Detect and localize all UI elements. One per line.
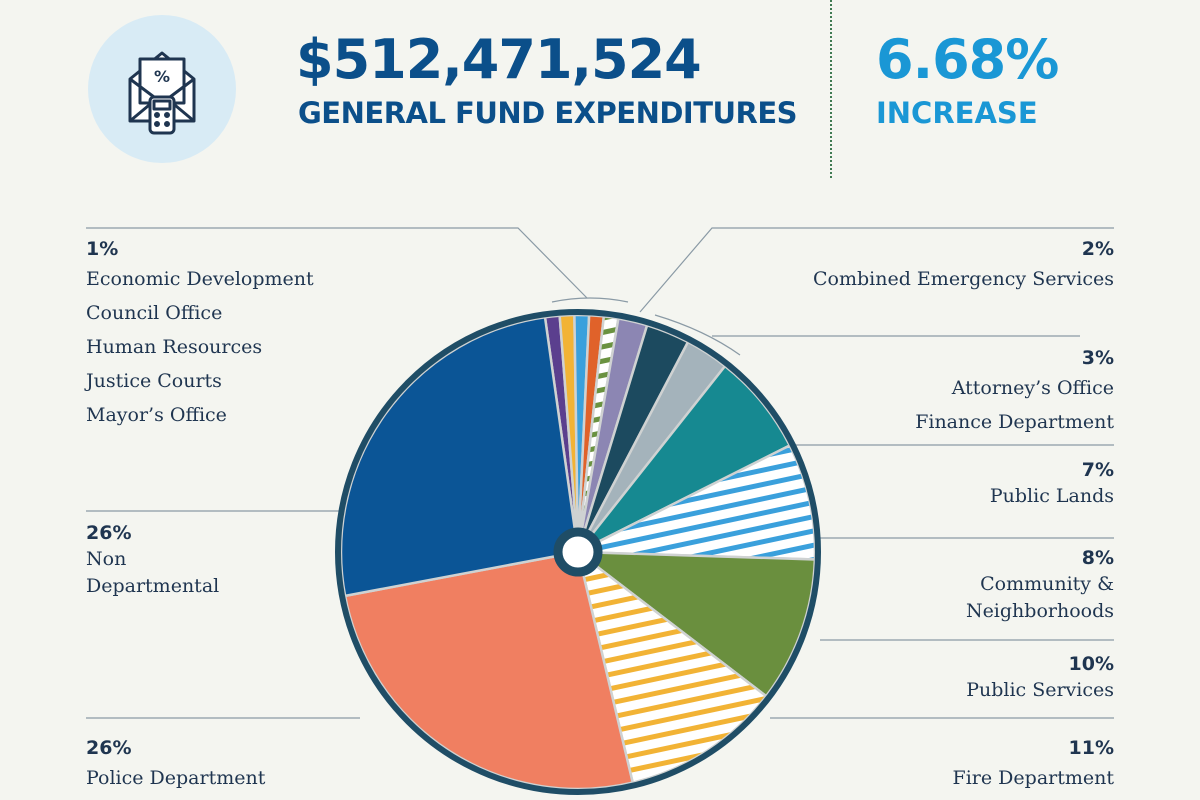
label-name: Police Department [86,767,266,789]
label-pct: 7% [1081,459,1114,481]
label-name: Council Office [86,302,223,324]
label-pct: 11% [1068,737,1114,759]
leader-small-depts [86,227,588,299]
label-pct: 26% [86,522,132,544]
label-pct: 2% [1081,238,1114,260]
label-name: Finance Department [915,411,1114,433]
envelope-percent-calculator-icon: % [88,15,236,163]
bracket-small-depts [551,297,629,303]
label-public-lands: 7% Public Lands [990,457,1114,510]
label-non-departmental: 26% Non Departmental [86,520,219,600]
change-value: 6.68% [876,28,1059,91]
label-name: Public Lands [989,485,1114,507]
pie-slice-public-lands [576,364,791,554]
label-community: 8% Community & Neighborhoods [966,545,1114,625]
bracket-attorney-finance [654,314,741,356]
expenditure-label: GENERAL FUND EXPENDITURES [298,96,798,130]
label-name: Departmental [86,575,220,597]
pie-slice-public-services [576,550,817,698]
label-name: Justice Courts [86,370,222,392]
leader-ces [639,227,1114,313]
pie-slice-community-neighborhoods [576,444,817,561]
label-name: Mayor’s Office [86,404,227,426]
label-pct: 3% [1081,347,1114,369]
label-pct: 26% [86,737,132,759]
label-name: Non [86,548,127,570]
label-pct: 1% [86,238,119,260]
label-name: Human Resources [86,336,263,358]
label-pct: 10% [1068,653,1114,675]
label-name: Community & [980,573,1114,595]
label-name: Neighborhoods [965,600,1114,622]
label-public-services: 10% Public Services [966,651,1114,704]
label-name: Economic Development [86,268,314,290]
svg-text:%: % [154,67,170,86]
label-police: 26% Police Department [86,735,265,795]
label-name: Fire Department [952,767,1114,789]
label-name: Public Services [966,679,1114,701]
label-attorney-finance: 3% Attorney’s Office Finance Department [915,345,1114,439]
pie-slice-fire-department [576,550,768,784]
expenditure-amount: $512,471,524 [296,28,702,91]
label-name: Combined Emergency Services [813,268,1114,290]
label-ces: 2% Combined Emergency Services [813,236,1114,296]
label-pct: 8% [1081,547,1114,569]
pie-slice-police-department [343,550,634,791]
pie-rim [335,309,821,795]
pie-slice-non-departmental [339,316,580,598]
pie-hub [553,527,603,577]
change-label: INCREASE [876,96,1038,130]
label-small-depts: 1% Economic Development Council Office H… [86,236,314,432]
header-divider [830,0,832,178]
label-name: Attorney’s Office [951,377,1114,399]
label-fire: 11% Fire Department [953,735,1114,795]
